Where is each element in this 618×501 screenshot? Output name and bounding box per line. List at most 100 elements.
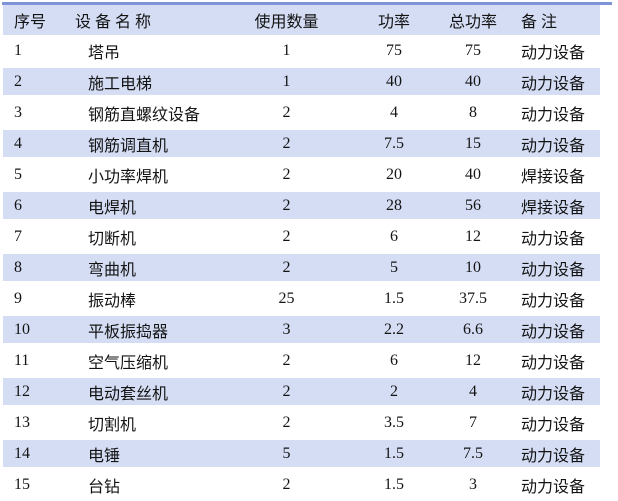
table-header-row: 序号 设 备 名 称 使用数量 功率 总功率 备 注 bbox=[3, 5, 600, 35]
table-top-rule bbox=[2, 2, 612, 5]
cell-power: 28 bbox=[386, 196, 402, 214]
cell-power: 40 bbox=[386, 72, 402, 90]
cell-total-power: 7.5 bbox=[463, 444, 483, 462]
cell-total-power: 8 bbox=[469, 103, 477, 121]
cell-index: 10 bbox=[14, 320, 30, 338]
cell-power: 75 bbox=[386, 41, 402, 59]
table-row: 7 切断机 2 6 12 动力设备 bbox=[3, 221, 600, 252]
cell-quantity: 2 bbox=[282, 196, 291, 214]
cell-note: 动力设备 bbox=[521, 106, 586, 124]
cell-power: 2.2 bbox=[384, 320, 404, 338]
cell-power: 6 bbox=[390, 351, 398, 369]
cell-quantity: 2 bbox=[282, 351, 291, 369]
cell-note: 动力设备 bbox=[521, 230, 586, 248]
cell-power: 7.5 bbox=[384, 134, 404, 152]
cell-equipment-name: 钢筋直螺纹设备 bbox=[88, 106, 201, 124]
cell-quantity: 2 bbox=[282, 165, 291, 183]
table-row: 3 钢筋直螺纹设备 2 4 8 动力设备 bbox=[3, 97, 600, 128]
cell-quantity: 2 bbox=[282, 258, 291, 276]
cell-total-power: 12 bbox=[465, 227, 481, 245]
cell-note: 动力设备 bbox=[521, 447, 586, 465]
cell-index: 12 bbox=[14, 382, 30, 400]
cell-note: 动力设备 bbox=[521, 292, 586, 310]
cell-note: 动力设备 bbox=[521, 416, 586, 434]
cell-index: 14 bbox=[14, 444, 30, 462]
col-header-total-power: 总功率 bbox=[448, 14, 497, 31]
cell-quantity: 1 bbox=[282, 72, 291, 90]
cell-power: 1.5 bbox=[384, 289, 404, 307]
cell-index: 6 bbox=[14, 196, 22, 214]
cell-total-power: 40 bbox=[465, 165, 481, 183]
cell-total-power: 75 bbox=[465, 41, 481, 59]
cell-note: 动力设备 bbox=[521, 75, 586, 93]
cell-quantity: 2 bbox=[282, 103, 291, 121]
cell-equipment-name: 电锤 bbox=[88, 447, 121, 465]
cell-power: 2 bbox=[390, 382, 398, 400]
col-header-note: 备 注 bbox=[521, 14, 558, 31]
cell-quantity: 5 bbox=[282, 444, 291, 462]
cell-equipment-name: 切割机 bbox=[88, 416, 137, 434]
cell-total-power: 37.5 bbox=[459, 289, 487, 307]
cell-index: 13 bbox=[14, 413, 30, 431]
cell-note: 焊接设备 bbox=[521, 168, 586, 186]
cell-total-power: 7 bbox=[469, 413, 477, 431]
cell-note: 焊接设备 bbox=[521, 199, 586, 217]
cell-equipment-name: 塔吊 bbox=[88, 44, 121, 62]
cell-total-power: 3 bbox=[469, 475, 477, 493]
cell-equipment-name: 施工电梯 bbox=[88, 75, 153, 93]
cell-note: 动力设备 bbox=[521, 385, 586, 403]
col-header-quantity: 使用数量 bbox=[254, 14, 319, 31]
table-row: 12 电动套丝机 2 2 4 动力设备 bbox=[3, 376, 600, 407]
cell-power: 5 bbox=[390, 258, 398, 276]
table-row: 15 台钻 2 1.5 3 动力设备 bbox=[3, 469, 600, 500]
cell-total-power: 56 bbox=[465, 196, 481, 214]
cell-index: 1 bbox=[14, 41, 22, 59]
table-row: 5 小功率焊机 2 20 40 焊接设备 bbox=[3, 159, 600, 190]
cell-equipment-name: 台钻 bbox=[88, 478, 121, 496]
cell-power: 20 bbox=[386, 165, 402, 183]
table-row: 2 施工电梯 1 40 40 动力设备 bbox=[3, 66, 600, 97]
cell-quantity: 2 bbox=[282, 227, 291, 245]
cell-power: 3.5 bbox=[384, 413, 404, 431]
cell-note: 动力设备 bbox=[521, 44, 586, 62]
cell-note: 动力设备 bbox=[521, 478, 586, 496]
cell-index: 11 bbox=[14, 351, 30, 369]
cell-quantity: 25 bbox=[278, 289, 295, 307]
cell-total-power: 6.6 bbox=[463, 320, 483, 338]
cell-quantity: 1 bbox=[282, 41, 291, 59]
cell-total-power: 12 bbox=[465, 351, 481, 369]
cell-index: 7 bbox=[14, 227, 22, 245]
cell-quantity: 3 bbox=[282, 320, 291, 338]
cell-quantity: 2 bbox=[282, 475, 291, 493]
cell-equipment-name: 电动套丝机 bbox=[88, 385, 169, 403]
cell-index: 3 bbox=[14, 103, 22, 121]
cell-equipment-name: 切断机 bbox=[88, 230, 137, 248]
cell-power: 1.5 bbox=[384, 444, 404, 462]
cell-index: 5 bbox=[14, 165, 22, 183]
cell-note: 动力设备 bbox=[521, 261, 586, 279]
cell-equipment-name: 振动棒 bbox=[88, 292, 137, 310]
cell-power: 1.5 bbox=[384, 475, 404, 493]
cell-index: 15 bbox=[14, 475, 30, 493]
cell-equipment-name: 弯曲机 bbox=[88, 261, 137, 279]
cell-equipment-name: 小功率焊机 bbox=[88, 168, 169, 186]
table-row: 4 钢筋调直机 2 7.5 15 动力设备 bbox=[3, 128, 600, 159]
table-row: 6 电焊机 2 28 56 焊接设备 bbox=[3, 190, 600, 221]
table-row: 14 电锤 5 1.5 7.5 动力设备 bbox=[3, 438, 600, 469]
table-row: 13 切割机 2 3.5 7 动力设备 bbox=[3, 407, 600, 438]
cell-index: 9 bbox=[14, 289, 22, 307]
cell-index: 2 bbox=[14, 72, 22, 90]
cell-total-power: 40 bbox=[465, 72, 481, 90]
cell-note: 动力设备 bbox=[521, 354, 586, 372]
cell-note: 动力设备 bbox=[521, 137, 586, 155]
cell-equipment-name: 空气压缩机 bbox=[88, 354, 169, 372]
col-header-index: 序号 bbox=[14, 14, 47, 31]
cell-note: 动力设备 bbox=[521, 323, 586, 341]
cell-total-power: 4 bbox=[469, 382, 477, 400]
table-row: 9 振动棒 25 1.5 37.5 动力设备 bbox=[3, 283, 600, 314]
cell-power: 6 bbox=[390, 227, 398, 245]
cell-quantity: 2 bbox=[282, 413, 291, 431]
cell-quantity: 2 bbox=[282, 382, 291, 400]
cell-quantity: 2 bbox=[282, 134, 291, 152]
